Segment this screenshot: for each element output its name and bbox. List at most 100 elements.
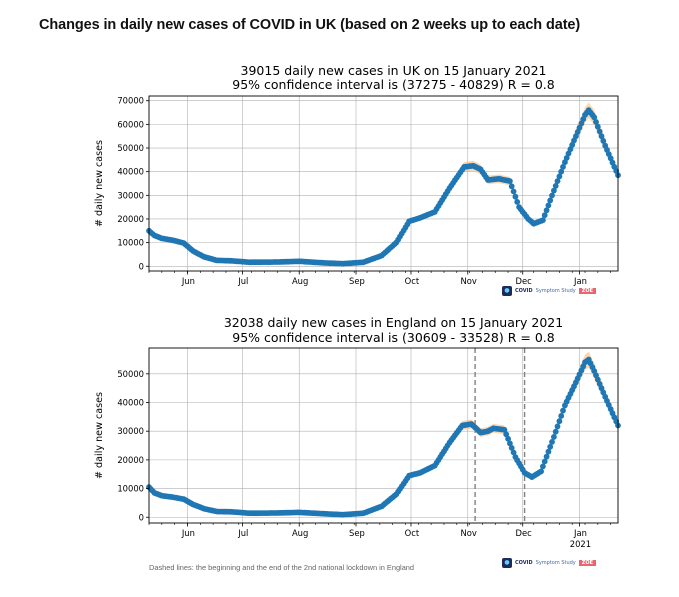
data-point (554, 178, 561, 184)
x-tick-label: Jul (237, 276, 248, 286)
confidence-band (149, 351, 618, 516)
data-point (543, 207, 550, 214)
x-tick-label: Oct (405, 276, 420, 286)
data-point (552, 428, 559, 435)
data-point (547, 197, 554, 204)
y-tick-label: 10000 (117, 238, 144, 248)
data-point (541, 212, 548, 219)
x-tick-label: Jun (181, 276, 195, 286)
x-tick-label: Nov (461, 276, 477, 286)
data-point (598, 133, 605, 140)
y-tick-label: 30000 (117, 426, 144, 436)
chart-title-line1: 39015 daily new cases in UK on 15 Januar… (241, 63, 547, 78)
x-tick-label: Aug (292, 276, 308, 286)
y-tick-label: 0 (139, 512, 144, 522)
data-point (551, 187, 557, 194)
data-point (549, 192, 555, 199)
x-tick-label: Sep (349, 528, 365, 538)
chart-title-line1: 32038 daily new cases in England on 15 J… (224, 315, 563, 330)
data-point (545, 202, 552, 209)
data-point (510, 449, 517, 456)
page-title: Changes in daily new cases of COVID in U… (39, 17, 581, 33)
data-point (545, 448, 552, 455)
covid-logo-icon: ● (502, 558, 512, 568)
data-point (512, 193, 519, 200)
data-point (507, 178, 513, 184)
data-point (540, 217, 546, 224)
data-point (569, 142, 576, 148)
data-point (600, 138, 607, 144)
x-tick-label: Oct (405, 528, 420, 538)
data-point (596, 128, 603, 135)
badge-text: Symptom Study (535, 560, 576, 566)
x-tick-label: Jan (573, 276, 587, 286)
confidence-band (149, 102, 618, 265)
y-tick-label: 20000 (117, 214, 144, 224)
data-point (558, 413, 565, 419)
badge-text: Symptom Study (535, 288, 576, 294)
data-point (594, 123, 601, 130)
covid-symptom-study-badge: ● COVID Symptom Study ZOE (502, 286, 597, 296)
chart-title-line2: 95% confidence interval is (30609 - 3352… (232, 330, 554, 345)
chart-title-line2: 95% confidence interval is (37275 - 4082… (232, 77, 554, 92)
data-point (560, 164, 566, 170)
data-point (540, 463, 546, 470)
data-point (563, 155, 570, 161)
plot-frame (148, 95, 619, 272)
x-tick-label: Sep (349, 276, 365, 286)
data-point (554, 423, 561, 430)
data-point (538, 468, 544, 475)
data-point (505, 435, 511, 442)
x-tick-label: Dec (516, 276, 533, 286)
y-tick-label: 20000 (117, 455, 144, 465)
data-point (508, 445, 515, 451)
data-point (510, 188, 517, 195)
data-point (503, 431, 510, 438)
covid-symptom-study-badge: ● COVID Symptom Study ZOE (502, 558, 597, 568)
data-point (501, 426, 508, 433)
y-axis-label: # daily new cases (94, 392, 105, 479)
x-tick-label: Jun (181, 528, 195, 538)
x-tick-label: Jan (573, 528, 587, 538)
data-point (558, 168, 565, 175)
y-tick-label: 70000 (117, 96, 144, 106)
england-chart-svg: 32038 daily new cases in England on 15 J… (94, 315, 621, 549)
y-tick-label: 30000 (117, 190, 144, 200)
data-point (593, 119, 599, 125)
y-tick-label: 40000 (117, 398, 144, 408)
uk-chart-svg: 39015 daily new cases in UK on 15 Januar… (94, 63, 621, 286)
data-point (591, 114, 598, 121)
y-axis-label: # daily new cases (94, 140, 105, 227)
data-point (514, 199, 521, 205)
x-tick-label: Jul (237, 528, 248, 538)
plot-frame (148, 347, 619, 524)
data-point (508, 183, 515, 190)
data-point (552, 183, 559, 189)
y-tick-label: 50000 (117, 143, 144, 153)
badge-partner: ZOE (578, 288, 597, 294)
y-tick-label: 40000 (117, 167, 144, 177)
data-point (541, 458, 548, 465)
x-tick-sublabel: 2021 (570, 539, 591, 549)
x-tick-label: Aug (292, 528, 308, 538)
covid-logo-icon: ● (502, 286, 512, 296)
data-point (556, 418, 563, 425)
y-tick-label: 50000 (117, 369, 144, 379)
data-point (551, 434, 557, 440)
badge-brand: COVID (515, 560, 533, 566)
data-point (549, 439, 555, 445)
x-tick-label: Dec (516, 528, 533, 538)
data-point (507, 440, 513, 447)
data-point (556, 173, 563, 180)
england-chart: 32038 daily new cases in England on 15 J… (0, 312, 679, 568)
badge-brand: COVID (515, 288, 533, 294)
lockdown-footnote: Dashed lines: the beginning and the end … (149, 563, 415, 572)
y-tick-label: 10000 (117, 484, 144, 494)
data-point (543, 453, 550, 460)
y-tick-label: 0 (139, 261, 144, 271)
data-point (560, 407, 566, 414)
uk-chart: 39015 daily new cases in UK on 15 Januar… (0, 58, 679, 308)
data-point (547, 443, 554, 450)
y-tick-label: 60000 (117, 119, 144, 129)
x-tick-label: Nov (461, 528, 477, 538)
